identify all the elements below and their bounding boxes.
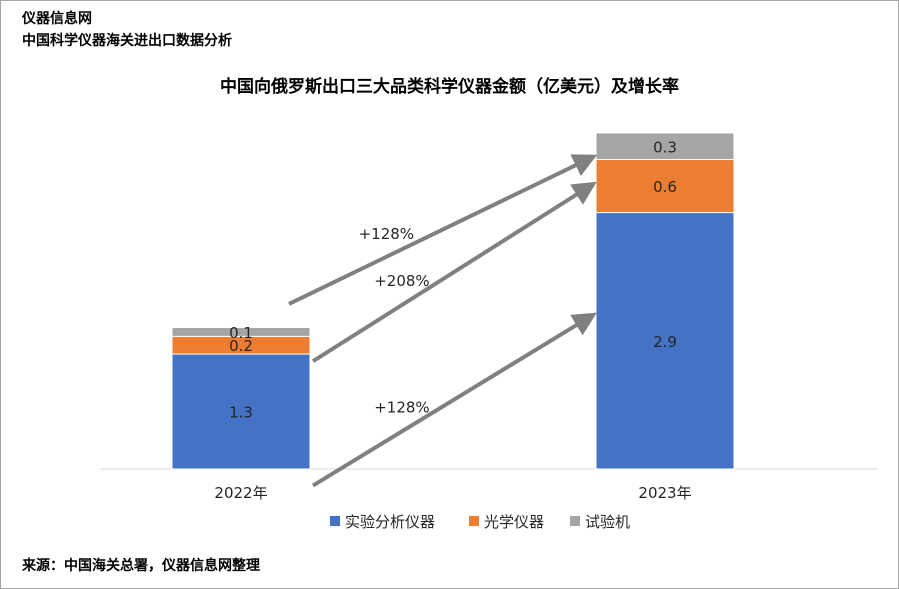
bar-segment (171, 327, 311, 337)
legend: 实验分析仪器 光学仪器 试验机 (330, 513, 630, 531)
x-tick-labels: 2022年 2023年 (214, 484, 691, 502)
source-note: 来源：中国海关总署，仪器信息网整理 (22, 558, 260, 574)
bar-value-label: 0.1 (229, 324, 253, 342)
bar-value-label: 2.9 (653, 333, 677, 351)
legend-label: 光学仪器 (484, 513, 544, 531)
legend-label: 试验机 (585, 513, 630, 531)
bars-layer: 1.3 0.20.1 2.9 0.6 0.3 (171, 132, 735, 470)
legend-swatch (570, 516, 580, 526)
bar-segment (595, 212, 735, 470)
bar-value-label: 0.6 (653, 178, 677, 196)
growth-arrow (311, 181, 597, 363)
legend-swatch (330, 516, 340, 526)
growth-arrow (311, 312, 597, 488)
legend-label: 实验分析仪器 (345, 513, 435, 531)
chart-title: 中国向俄罗斯出口三大品类科学仪器金额（亿美元）及增长率 (220, 77, 679, 97)
x-tick-label: 2022年 (214, 484, 267, 502)
bar-segment (171, 353, 311, 470)
growth-label: +128% (374, 398, 429, 416)
bar-value-label: 1.3 (229, 404, 253, 422)
bar-segment (595, 132, 735, 161)
growth-label: +208% (374, 272, 429, 290)
site-name: 仪器信息网 (22, 11, 92, 27)
bar-value-label: 0.3 (653, 138, 677, 156)
bar-segment (595, 159, 735, 214)
growth-arrows-layer: +128% +208% +128% (288, 154, 598, 488)
growth-label: +128% (359, 225, 414, 243)
bar-value-label: 0.2 (229, 337, 253, 355)
legend-swatch (469, 516, 479, 526)
growth-arrow (288, 154, 598, 306)
page-subtitle: 中国科学仪器海关进出口数据分析 (22, 33, 232, 49)
x-tick-label: 2023年 (638, 484, 691, 502)
